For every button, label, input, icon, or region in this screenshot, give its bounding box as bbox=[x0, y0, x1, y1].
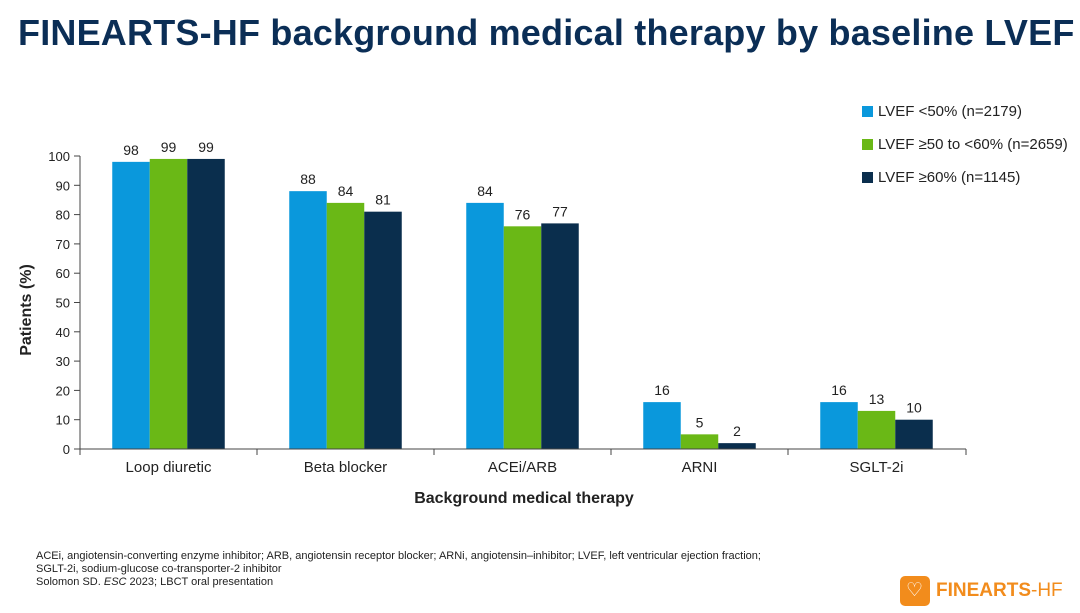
legend-swatch bbox=[862, 105, 873, 117]
citation: Solomon SD. ESC 2023; LBCT oral presenta… bbox=[36, 576, 761, 589]
bar-value-label: 99 bbox=[161, 139, 177, 155]
bar-value-label: 13 bbox=[869, 391, 885, 407]
bar-value-label: 10 bbox=[906, 400, 922, 416]
bar-value-label: 2 bbox=[733, 423, 741, 439]
finearts-logo: ♡ FINEARTS-HF bbox=[900, 576, 1063, 606]
legend-label: LVEF <50% (n=2179) bbox=[878, 102, 1022, 120]
bar bbox=[326, 202, 365, 449]
x-tick-label: Loop diuretic bbox=[126, 459, 212, 476]
bar-value-label: 81 bbox=[375, 192, 391, 208]
logo-suffix: -HF bbox=[1031, 580, 1063, 601]
bar-value-label: 84 bbox=[338, 183, 354, 199]
bar-value-label: 88 bbox=[300, 171, 316, 187]
footnote-line: SGLT-2i, sodium-glucose co-transporter-2… bbox=[36, 563, 282, 575]
bar bbox=[857, 410, 896, 449]
logo-name: FINEARTS bbox=[936, 580, 1031, 601]
y-tick-label: 60 bbox=[56, 266, 70, 281]
bar-value-label: 77 bbox=[552, 203, 568, 219]
footnote-line: ACEi, angiotensin-converting enzyme inhi… bbox=[36, 550, 761, 562]
heart-icon: ♡ bbox=[906, 580, 924, 601]
bar bbox=[289, 191, 327, 449]
footnotes: ACEi, angiotensin-converting enzyme inhi… bbox=[36, 550, 761, 589]
logo-badge: ♡ bbox=[900, 576, 930, 606]
chart-legend: LVEF <50% (n=2179) LVEF ≥50 to <60% (n=2… bbox=[862, 100, 1068, 199]
y-tick-label: 0 bbox=[63, 442, 70, 457]
y-axis: 0 10 20 30 40 50 60 70 80 90 100 bbox=[48, 149, 81, 457]
legend-swatch bbox=[862, 171, 873, 183]
bar bbox=[680, 434, 719, 449]
bar bbox=[718, 443, 756, 449]
x-axis-title: Background medical therapy bbox=[414, 490, 634, 507]
page-title: FINEARTS-HF background medical therapy b… bbox=[18, 12, 1075, 53]
y-tick-label: 20 bbox=[56, 383, 70, 398]
legend-item: LVEF ≥60% (n=1145) bbox=[862, 166, 1068, 188]
y-tick-label: 30 bbox=[56, 354, 70, 369]
bar bbox=[112, 161, 150, 450]
legend-item: LVEF <50% (n=2179) bbox=[862, 100, 1068, 122]
x-axis: Loop diuretic Beta blocker ACEi/ARB ARNI SGL… bbox=[79, 448, 967, 476]
x-tick-label: ARNI bbox=[682, 459, 718, 476]
bar-value-label: 76 bbox=[515, 206, 531, 222]
legend-label: LVEF ≥50 to <60% (n=2659) bbox=[878, 135, 1068, 153]
x-tick-label: SGLT-2i bbox=[850, 459, 904, 476]
legend-swatch bbox=[862, 138, 873, 150]
bar-value-label: 99 bbox=[198, 139, 214, 155]
y-tick-label: 40 bbox=[56, 325, 70, 340]
bar-value-label: 16 bbox=[831, 382, 847, 398]
x-tick-label: ACEi/ARB bbox=[488, 459, 557, 476]
legend-label: LVEF ≥60% (n=1145) bbox=[878, 168, 1021, 186]
bar-value-label: 16 bbox=[654, 382, 670, 398]
bar-value-label: 5 bbox=[696, 414, 704, 430]
citation-suffix: 2023; LBCT oral presentation bbox=[126, 576, 274, 588]
y-tick-label: 10 bbox=[56, 413, 70, 428]
bar bbox=[364, 211, 402, 449]
y-tick-label: 100 bbox=[48, 149, 70, 164]
legend-item: LVEF ≥50 to <60% (n=2659) bbox=[862, 133, 1068, 155]
logo-text: FINEARTS-HF bbox=[936, 580, 1063, 602]
citation-prefix: Solomon SD. bbox=[36, 576, 104, 588]
bar bbox=[503, 226, 542, 449]
bar bbox=[541, 223, 579, 449]
bar bbox=[149, 158, 188, 449]
bar bbox=[895, 419, 933, 449]
y-tick-label: 70 bbox=[56, 237, 70, 252]
bar bbox=[643, 402, 681, 449]
y-axis-title: Patients (%) bbox=[18, 264, 35, 356]
x-tick-label: Beta blocker bbox=[304, 459, 387, 476]
bar-value-label: 84 bbox=[477, 183, 493, 199]
y-tick-label: 80 bbox=[56, 208, 70, 223]
y-tick-label: 50 bbox=[56, 296, 70, 311]
bars-group bbox=[112, 158, 933, 450]
bar bbox=[466, 202, 504, 449]
bar bbox=[187, 158, 225, 449]
bar bbox=[820, 402, 858, 449]
y-tick-label: 90 bbox=[56, 178, 70, 193]
bar-labels-group: 98 99 99 88 84 81 84 76 77 16 5 2 16 13 10 bbox=[123, 139, 922, 439]
citation-journal: ESC bbox=[103, 576, 127, 588]
bar-value-label: 98 bbox=[123, 142, 139, 158]
